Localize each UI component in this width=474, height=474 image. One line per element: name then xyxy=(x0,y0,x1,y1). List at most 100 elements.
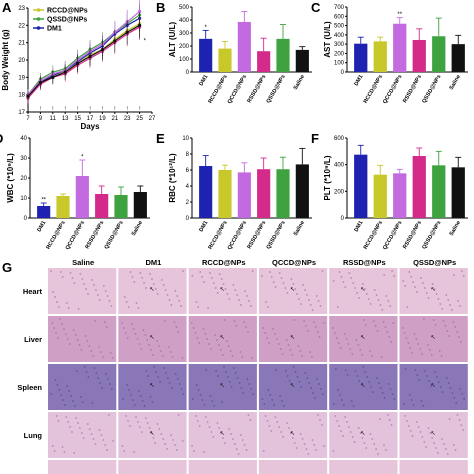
tissue-nucleus xyxy=(261,398,264,400)
tissue-nucleus xyxy=(422,282,424,284)
tissue-nucleus xyxy=(454,326,457,328)
tissue-nucleus xyxy=(365,324,367,326)
tissue-nucleus xyxy=(364,288,366,290)
tissue-nucleus xyxy=(68,343,71,345)
tissue-nucleus xyxy=(151,278,153,280)
tissue-nucleus xyxy=(350,277,353,279)
tissue-nucleus xyxy=(182,393,185,395)
tissue-nucleus xyxy=(340,430,342,432)
tissue-nucleus xyxy=(137,390,140,392)
legend-label: RCCD@NPs xyxy=(47,8,88,15)
tissue-nucleus xyxy=(311,309,314,311)
tissue-nucleus xyxy=(438,350,441,352)
tissue-nucleus xyxy=(145,287,147,289)
tissue-nucleus xyxy=(169,351,172,353)
tissue-nucleus xyxy=(455,402,458,404)
tissue-nucleus xyxy=(291,354,294,356)
tissue-nucleus xyxy=(72,400,74,402)
tissue-nucleus xyxy=(135,416,137,418)
tissue-nucleus xyxy=(278,272,281,274)
tissue-nucleus xyxy=(304,289,306,291)
tissue-nucleus xyxy=(268,342,270,344)
tissue-nucleus xyxy=(121,322,123,324)
tissue-nucleus xyxy=(229,350,232,352)
tissue-nucleus xyxy=(227,345,230,347)
tissue-nucleus xyxy=(251,357,254,359)
tissue-nucleus xyxy=(369,303,372,305)
tissue-nucleus xyxy=(341,399,343,401)
tissue-nucleus xyxy=(317,300,320,302)
histology-tile xyxy=(329,316,398,362)
tissue-nucleus xyxy=(282,436,284,438)
tissue-nucleus xyxy=(231,355,234,357)
y-tick-label: 17 xyxy=(18,110,25,116)
tissue-nucleus xyxy=(424,370,427,372)
tissue-nucleus xyxy=(441,308,444,310)
tissue-nucleus xyxy=(64,404,66,406)
tissue-nucleus xyxy=(293,319,296,321)
tissue-nucleus xyxy=(94,320,96,322)
tissue-nucleus xyxy=(137,421,139,423)
histology-tile xyxy=(118,460,187,474)
tissue-nucleus xyxy=(216,292,219,294)
tissue-nucleus xyxy=(92,355,94,357)
tissue-nucleus xyxy=(201,399,204,401)
arrow-marker: ↖ xyxy=(290,431,295,437)
tissue-nucleus xyxy=(383,397,386,399)
tissue-nucleus xyxy=(449,304,451,306)
category-label: Saline xyxy=(293,74,306,91)
tissue-nucleus xyxy=(196,420,199,422)
tissue-nucleus xyxy=(371,438,374,440)
bar xyxy=(354,154,368,218)
tissue-nucleus xyxy=(385,449,387,451)
histology-tile xyxy=(399,268,468,314)
tissue-nucleus xyxy=(109,383,111,385)
tissue-nucleus xyxy=(228,298,231,300)
tissue-nucleus xyxy=(98,429,101,431)
tissue-nucleus xyxy=(367,298,370,300)
tissue-nucleus xyxy=(452,321,455,323)
tissue-nucleus xyxy=(317,414,319,416)
arrow-marker: ↑ xyxy=(51,106,54,112)
y-tick-label: 500 xyxy=(179,5,190,11)
y-tick-label: 4 xyxy=(186,184,190,190)
row-label: Lung xyxy=(24,431,43,440)
tissue-nucleus xyxy=(363,319,365,321)
tissue-nucleus xyxy=(234,289,237,291)
category-label: QSSD@NPs xyxy=(104,220,125,250)
y-tick-label: 700 xyxy=(334,5,345,11)
bar xyxy=(95,194,109,218)
tissue-nucleus xyxy=(206,338,209,340)
tissue-nucleus xyxy=(224,288,227,290)
tissue-nucleus xyxy=(294,288,297,290)
y-axis-label: Body Weight (g) xyxy=(1,29,10,91)
tissue-nucleus xyxy=(135,302,138,304)
tissue-nucleus xyxy=(318,336,321,338)
tissue-nucleus xyxy=(378,382,380,384)
tissue-nucleus xyxy=(336,420,339,422)
tissue-nucleus xyxy=(268,425,271,427)
tissue-nucleus xyxy=(105,326,108,328)
tissue-nucleus xyxy=(238,299,241,301)
tissue-nucleus xyxy=(332,327,334,329)
panel-b: 0 100 200 300 400 500 ALT (U/L) * DM1RCCD@NPsQCC… xyxy=(156,0,312,105)
tissue-nucleus xyxy=(197,389,200,391)
tissue-nucleus xyxy=(364,371,367,373)
tissue-nucleus xyxy=(208,343,211,345)
histology-tile xyxy=(399,316,468,362)
tissue-nucleus xyxy=(228,381,231,383)
tissue-nucleus xyxy=(393,398,396,400)
arrow-marker: ↖ xyxy=(360,431,365,437)
tissue-nucleus xyxy=(145,370,148,372)
tissue-nucleus xyxy=(236,377,239,379)
tissue-nucleus xyxy=(354,370,357,372)
tissue-nucleus xyxy=(247,414,250,416)
tissue-nucleus xyxy=(361,354,363,356)
tissue-nucleus xyxy=(358,380,361,382)
y-tick-label: 19 xyxy=(18,75,25,81)
tissue-nucleus xyxy=(85,371,88,373)
tissue-nucleus xyxy=(65,416,68,418)
panel-label: D xyxy=(0,131,3,146)
arrow-marker: ↑ xyxy=(64,106,67,112)
